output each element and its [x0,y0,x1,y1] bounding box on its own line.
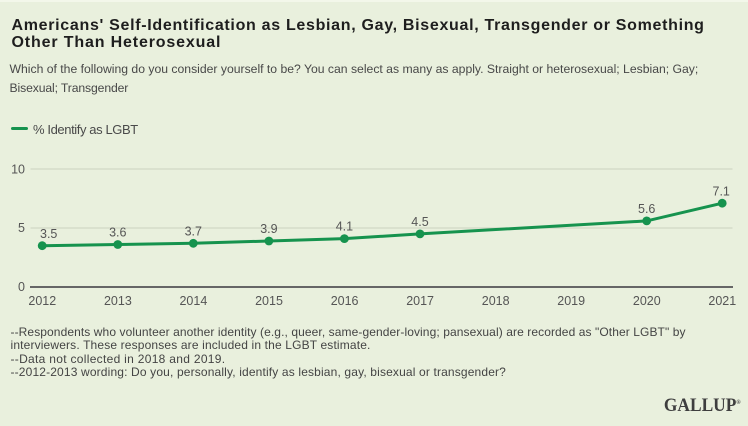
svg-text:4.1: 4.1 [336,220,353,234]
svg-text:2015: 2015 [255,294,283,308]
svg-text:2019: 2019 [557,294,585,308]
svg-text:2012: 2012 [28,294,56,308]
svg-text:3.5: 3.5 [40,227,57,241]
svg-text:2016: 2016 [331,294,359,308]
svg-text:5: 5 [18,221,25,235]
svg-text:2018: 2018 [482,294,510,308]
svg-text:3.6: 3.6 [109,226,126,240]
svg-text:7.1: 7.1 [713,184,730,198]
svg-text:2021: 2021 [708,294,736,308]
svg-text:3.7: 3.7 [185,224,202,238]
svg-text:4.5: 4.5 [411,215,428,229]
svg-text:2020: 2020 [633,294,661,308]
svg-text:10: 10 [11,162,25,176]
svg-text:3.9: 3.9 [260,222,277,236]
svg-text:0: 0 [18,280,25,294]
svg-text:2014: 2014 [179,294,207,308]
svg-text:2017: 2017 [406,294,434,308]
svg-text:5.6: 5.6 [638,202,655,216]
svg-text:2013: 2013 [104,294,132,308]
